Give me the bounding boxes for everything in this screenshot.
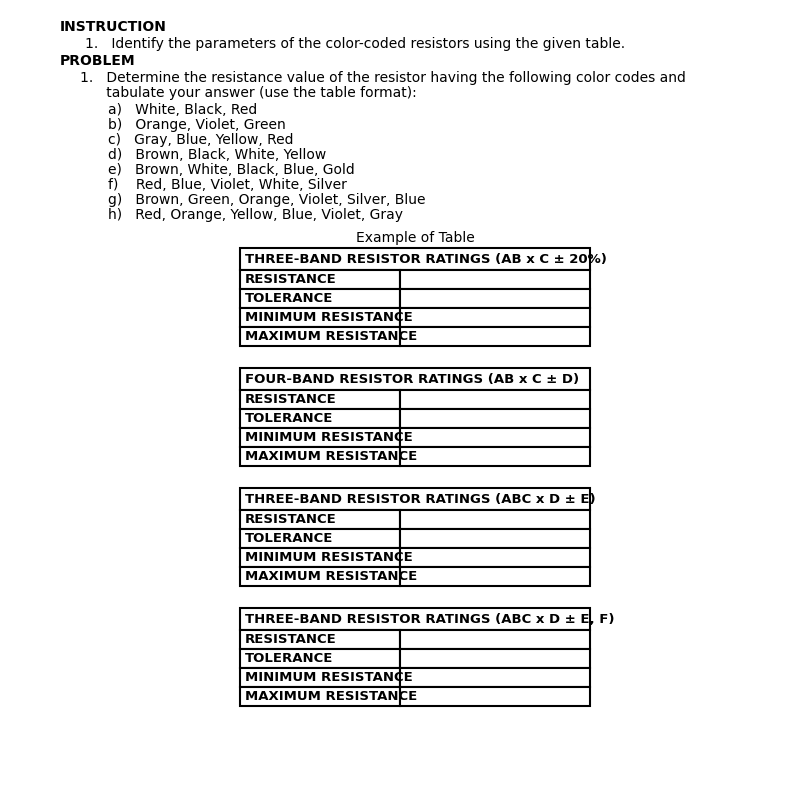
Text: MINIMUM RESISTANCE: MINIMUM RESISTANCE xyxy=(245,311,412,324)
Text: THREE-BAND RESISTOR RATINGS (ABC x D ± E): THREE-BAND RESISTOR RATINGS (ABC x D ± E… xyxy=(245,493,595,506)
Text: f)    Red, Blue, Violet, White, Silver: f) Red, Blue, Violet, White, Silver xyxy=(108,178,346,192)
Bar xyxy=(240,308,400,327)
Text: MAXIMUM RESISTANCE: MAXIMUM RESISTANCE xyxy=(245,330,417,343)
Bar xyxy=(400,649,590,668)
Bar xyxy=(240,327,400,346)
Bar xyxy=(400,390,590,409)
Bar xyxy=(400,510,590,529)
Bar xyxy=(240,510,400,529)
Bar xyxy=(240,409,400,428)
Text: MAXIMUM RESISTANCE: MAXIMUM RESISTANCE xyxy=(245,690,417,703)
Text: tabulate your answer (use the table format):: tabulate your answer (use the table form… xyxy=(80,86,416,100)
Bar xyxy=(240,608,590,630)
Bar xyxy=(400,529,590,548)
Text: Example of Table: Example of Table xyxy=(355,231,474,245)
Text: RESISTANCE: RESISTANCE xyxy=(245,393,337,406)
Bar xyxy=(400,428,590,447)
Bar xyxy=(240,447,400,466)
Bar xyxy=(400,630,590,649)
Text: g)   Brown, Green, Orange, Violet, Silver, Blue: g) Brown, Green, Orange, Violet, Silver,… xyxy=(108,193,425,207)
Text: FOUR-BAND RESISTOR RATINGS (AB x C ± D): FOUR-BAND RESISTOR RATINGS (AB x C ± D) xyxy=(245,373,578,386)
Text: b)   Orange, Violet, Green: b) Orange, Violet, Green xyxy=(108,118,285,132)
Bar xyxy=(400,270,590,289)
Bar xyxy=(240,630,400,649)
Bar xyxy=(400,687,590,706)
Text: PROBLEM: PROBLEM xyxy=(60,54,135,68)
Bar xyxy=(400,567,590,586)
Bar xyxy=(400,548,590,567)
Bar xyxy=(240,567,400,586)
Bar xyxy=(240,368,590,390)
Text: TOLERANCE: TOLERANCE xyxy=(245,292,333,305)
Text: TOLERANCE: TOLERANCE xyxy=(245,412,333,425)
Text: MINIMUM RESISTANCE: MINIMUM RESISTANCE xyxy=(245,551,412,564)
Text: d)   Brown, Black, White, Yellow: d) Brown, Black, White, Yellow xyxy=(108,148,326,162)
Text: 1.   Identify the parameters of the color-coded resistors using the given table.: 1. Identify the parameters of the color-… xyxy=(85,37,624,51)
Text: a)   White, Black, Red: a) White, Black, Red xyxy=(108,103,257,117)
Bar xyxy=(240,687,400,706)
Bar xyxy=(240,248,590,270)
Bar xyxy=(240,390,400,409)
Bar xyxy=(400,409,590,428)
Text: INSTRUCTION: INSTRUCTION xyxy=(60,20,167,34)
Bar xyxy=(400,447,590,466)
Text: RESISTANCE: RESISTANCE xyxy=(245,513,337,526)
Bar xyxy=(240,270,400,289)
Bar xyxy=(240,529,400,548)
Text: THREE-BAND RESISTOR RATINGS (AB x C ± 20%): THREE-BAND RESISTOR RATINGS (AB x C ± 20… xyxy=(245,253,606,266)
Bar xyxy=(240,428,400,447)
Bar xyxy=(240,289,400,308)
Bar xyxy=(400,289,590,308)
Text: e)   Brown, White, Black, Blue, Gold: e) Brown, White, Black, Blue, Gold xyxy=(108,163,354,177)
Text: THREE-BAND RESISTOR RATINGS (ABC x D ± E, F): THREE-BAND RESISTOR RATINGS (ABC x D ± E… xyxy=(245,613,614,625)
Bar xyxy=(240,488,590,510)
Bar xyxy=(400,327,590,346)
Text: 1.   Determine the resistance value of the resistor having the following color c: 1. Determine the resistance value of the… xyxy=(80,71,685,85)
Text: h)   Red, Orange, Yellow, Blue, Violet, Gray: h) Red, Orange, Yellow, Blue, Violet, Gr… xyxy=(108,208,402,222)
Text: TOLERANCE: TOLERANCE xyxy=(245,652,333,665)
Bar xyxy=(400,308,590,327)
Text: MAXIMUM RESISTANCE: MAXIMUM RESISTANCE xyxy=(245,570,417,583)
Bar xyxy=(240,548,400,567)
Text: RESISTANCE: RESISTANCE xyxy=(245,273,337,286)
Text: MINIMUM RESISTANCE: MINIMUM RESISTANCE xyxy=(245,431,412,444)
Text: MAXIMUM RESISTANCE: MAXIMUM RESISTANCE xyxy=(245,450,417,463)
Text: c)   Gray, Blue, Yellow, Red: c) Gray, Blue, Yellow, Red xyxy=(108,133,293,147)
Bar xyxy=(240,649,400,668)
Bar xyxy=(240,668,400,687)
Text: TOLERANCE: TOLERANCE xyxy=(245,532,333,545)
Bar xyxy=(400,668,590,687)
Text: RESISTANCE: RESISTANCE xyxy=(245,633,337,646)
Text: MINIMUM RESISTANCE: MINIMUM RESISTANCE xyxy=(245,671,412,684)
